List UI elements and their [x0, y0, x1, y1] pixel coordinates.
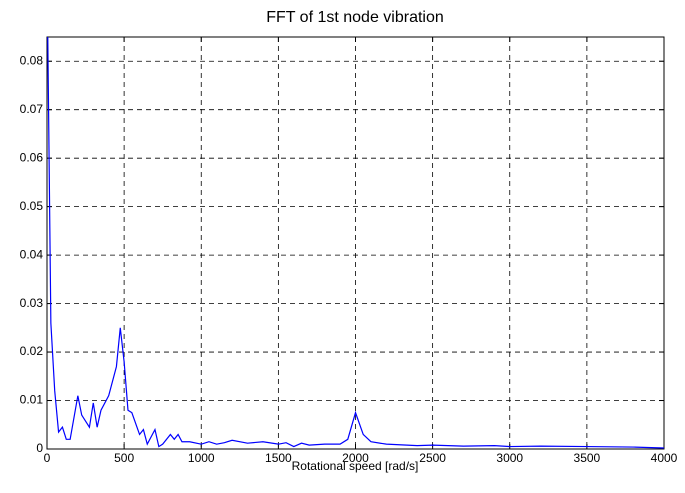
- y-tick-label: 0.03: [20, 296, 44, 310]
- chart-title: FFT of 1st node vibration: [266, 9, 444, 26]
- y-tick-label: 0.05: [20, 199, 44, 213]
- y-tick-label: 0.07: [20, 102, 44, 116]
- x-tick-label: 500: [114, 451, 134, 465]
- y-tick-label: 0: [36, 441, 43, 455]
- y-tick-label: 0.04: [20, 247, 44, 261]
- y-tick-label: 0.08: [20, 53, 44, 67]
- x-tick-label: 4000: [651, 451, 678, 465]
- y-tick-label: 0.02: [20, 344, 44, 358]
- x-tick-label: 0: [44, 451, 51, 465]
- x-tick-label: 3000: [496, 451, 523, 465]
- x-tick-label: 2500: [419, 451, 446, 465]
- y-tick-label: 0.06: [20, 150, 44, 164]
- x-tick-label: 3500: [574, 451, 601, 465]
- x-axis-label: Rotational speed [rad/s]: [292, 459, 419, 473]
- plot-frame: [46, 36, 665, 450]
- x-tick-label: 2000: [342, 451, 369, 465]
- x-tick-label: 1500: [265, 451, 292, 465]
- x-tick-label: 1000: [188, 451, 215, 465]
- y-tick-label: 0.01: [20, 393, 44, 407]
- data-line: [47, 37, 664, 449]
